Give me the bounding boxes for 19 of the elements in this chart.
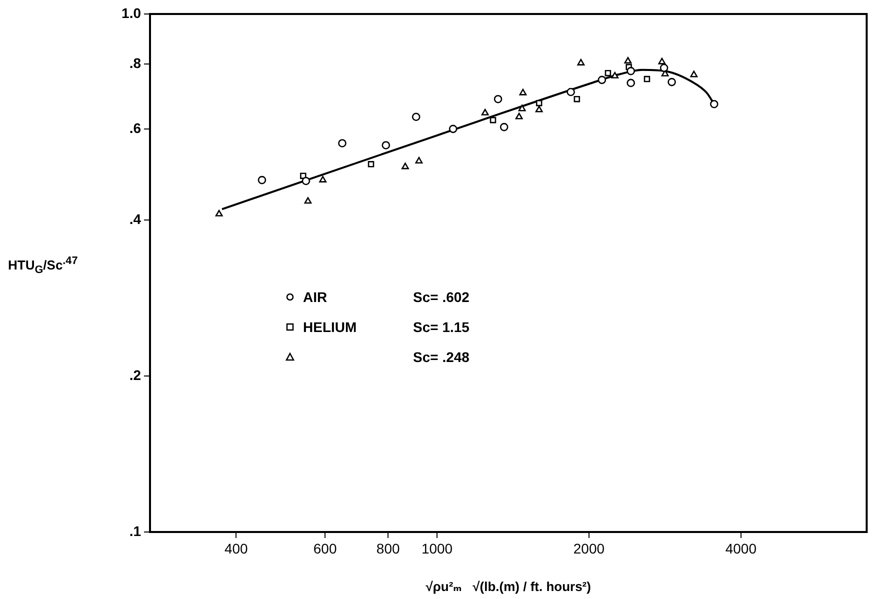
annotation: Sc= .248 <box>413 348 470 367</box>
x-tick-label: 4000 <box>725 540 757 556</box>
legend-label: AIR <box>303 288 328 307</box>
annotation: Sc= .602 <box>413 288 470 307</box>
x-tick-label: 2000 <box>573 540 605 556</box>
y-tick-label: 1.0 <box>122 4 142 21</box>
x-tick-label: 600 <box>313 540 337 556</box>
x-tick-label: 400 <box>224 540 248 556</box>
x-axis-title: √ρu²ₘ √(lb.(m) / ft. hours²) <box>426 578 591 594</box>
y-tick-label: .6 <box>129 120 142 136</box>
y-tick-label: .2 <box>129 366 142 383</box>
y-tick-label: .8 <box>129 55 142 72</box>
x-tick-label: 1000 <box>421 540 453 556</box>
y-axis-title: HTU$_{G}$/Sc$^{.47}$ <box>8 255 78 276</box>
annotation: Sc= 1.15 <box>413 318 470 337</box>
y-tick-label: .4 <box>129 210 142 227</box>
y-tick-label: .1 <box>129 522 142 539</box>
legend-label: HELIUM <box>303 318 358 337</box>
x-tick-label: 800 <box>376 540 400 556</box>
